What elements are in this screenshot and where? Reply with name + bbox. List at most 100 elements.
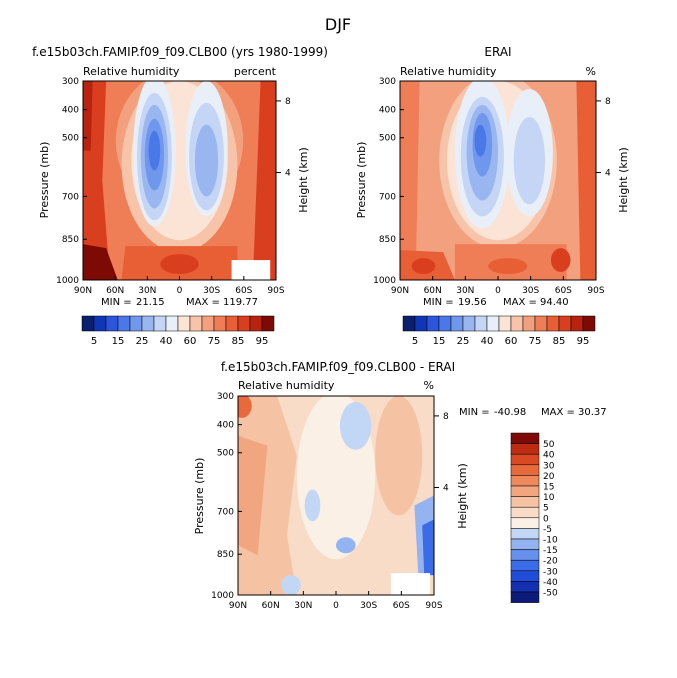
- colorbar-label: 95: [256, 336, 269, 347]
- colorbar-swatch: [510, 443, 540, 455]
- colorbar-swatch: [570, 315, 584, 332]
- y-tick-label: 850: [379, 235, 396, 245]
- heatmap-field: [83, 81, 276, 280]
- colorbar-label: 40: [160, 336, 173, 347]
- contour-region: [422, 519, 434, 576]
- y-axis-label: Pressure (mb): [355, 142, 368, 219]
- y-tick-label: 500: [379, 134, 396, 144]
- y-tick-label: 400: [62, 106, 79, 116]
- colorbar-swatch: [486, 315, 500, 332]
- x-tick-label: 60S: [235, 286, 252, 296]
- max-value: 30.37: [578, 407, 607, 418]
- colorbar-swatch: [153, 315, 167, 332]
- max-label: MAX =: [541, 407, 575, 418]
- max-value: 119.77: [223, 297, 258, 308]
- x-tick-label: 30N: [456, 286, 474, 296]
- y2-tick-label: 4: [285, 169, 291, 179]
- contour-region: [411, 258, 436, 275]
- colorbar-label: 15: [433, 336, 446, 347]
- colorbar-swatch: [165, 315, 179, 332]
- panel-left-label: Relative humidity: [83, 65, 180, 78]
- y-tick-label: 1000: [211, 591, 234, 601]
- colorbar-label: -40: [543, 578, 558, 588]
- colorbar-swatch: [510, 453, 540, 466]
- colorbar-label: 20: [543, 472, 555, 482]
- y2-tick-label: 4: [443, 484, 449, 494]
- colorbar-label: 10: [543, 493, 555, 503]
- heatmap-field: [238, 396, 434, 595]
- colorbar-swatch: [213, 315, 227, 332]
- colorbar-swatch: [510, 528, 540, 540]
- contour-region: [488, 258, 528, 275]
- colorbar-swatch: [189, 315, 203, 332]
- x-tick-label: 90N: [229, 601, 247, 611]
- figure-title: DJF: [325, 15, 351, 34]
- colorbar-swatch: [141, 315, 155, 332]
- colorbar-label: 50: [543, 440, 555, 450]
- panel-title: f.e15b03ch.FAMIP.f09_f09.CLB00 (yrs 1980…: [32, 45, 328, 59]
- colorbar: 5 15 25 40 60 75 85 95: [402, 315, 596, 347]
- missing-data-region: [231, 260, 271, 280]
- y-tick-label: 300: [379, 77, 396, 87]
- colorbar-label: 60: [184, 336, 197, 347]
- colorbar-swatch: [462, 315, 476, 332]
- y2-axis-label: Height (km): [456, 463, 469, 529]
- y2-tick-label: 8: [285, 97, 291, 107]
- colorbar-swatch: [105, 315, 119, 332]
- colorbar-swatch: [510, 591, 540, 603]
- panel-model: f.e15b03ch.FAMIP.f09_f09.CLB00 (yrs 1980…: [32, 45, 328, 347]
- min-value: 19.56: [458, 297, 487, 308]
- y2-tick-label: 8: [605, 97, 611, 107]
- colorbar-label: 25: [136, 336, 149, 347]
- min-value: 21.15: [136, 297, 165, 308]
- colorbar-swatch: [510, 496, 540, 508]
- colorbar-label: 75: [208, 336, 221, 347]
- colorbar-label: 75: [529, 336, 542, 347]
- colorbar-label: 60: [505, 336, 518, 347]
- min-max-text: MIN = -40.98 MAX = 30.37: [459, 407, 607, 418]
- contour-region: [513, 116, 546, 205]
- y-tick-label: 300: [62, 77, 79, 87]
- colorbar-label: -30: [543, 567, 558, 577]
- contour-region: [281, 575, 301, 595]
- colorbar-label: 15: [543, 483, 554, 493]
- colorbar-label: -20: [543, 557, 558, 567]
- max-label: MAX =: [503, 297, 537, 308]
- colorbar-swatch: [261, 315, 275, 332]
- colorbar-swatch: [510, 464, 540, 476]
- contour-region: [148, 130, 161, 171]
- contour-region: [576, 81, 596, 280]
- y-tick-label: 700: [217, 507, 234, 517]
- contour-region: [160, 254, 199, 275]
- contour-region: [474, 124, 487, 157]
- x-tick-label: 30S: [360, 601, 377, 611]
- colorbar-label: 95: [577, 336, 590, 347]
- panel-erai: ERAI Relative humidity % 90N 60N 30N 0 30S 60…: [355, 45, 630, 347]
- panel-right-label: percent: [234, 65, 277, 78]
- colorbar-swatch: [438, 315, 452, 332]
- y-tick-label: 500: [217, 449, 234, 459]
- y-tick-label: 700: [379, 192, 396, 202]
- x-tick-label: 0: [495, 286, 501, 296]
- colorbar-label: 25: [457, 336, 470, 347]
- colorbar-swatch: [249, 315, 263, 332]
- panel-left-label: Relative humidity: [400, 65, 497, 78]
- x-tick-label: 30S: [203, 286, 220, 296]
- contour-region: [336, 537, 356, 554]
- axes: 90N 60N 30N 0 30S 60S 90S 300 400 500 700 850 1000 8 4: [56, 77, 291, 296]
- contour-region: [238, 396, 252, 418]
- colorbar-swatch: [498, 315, 512, 332]
- min-max-text: MIN = 19.56 MAX = 94.40: [423, 297, 569, 308]
- colorbar-label: 5: [91, 336, 97, 347]
- colorbar-swatch: [510, 581, 540, 593]
- colorbar-swatch: [510, 485, 540, 497]
- colorbar-swatch: [558, 315, 572, 332]
- colorbar-swatch: [510, 432, 540, 444]
- y-tick-label: 700: [62, 192, 79, 202]
- colorbar-label: 40: [481, 336, 494, 347]
- y2-axis-label: Height (km): [297, 147, 310, 213]
- colorbar-label: 0: [543, 514, 549, 524]
- colorbar-swatch: [93, 315, 107, 332]
